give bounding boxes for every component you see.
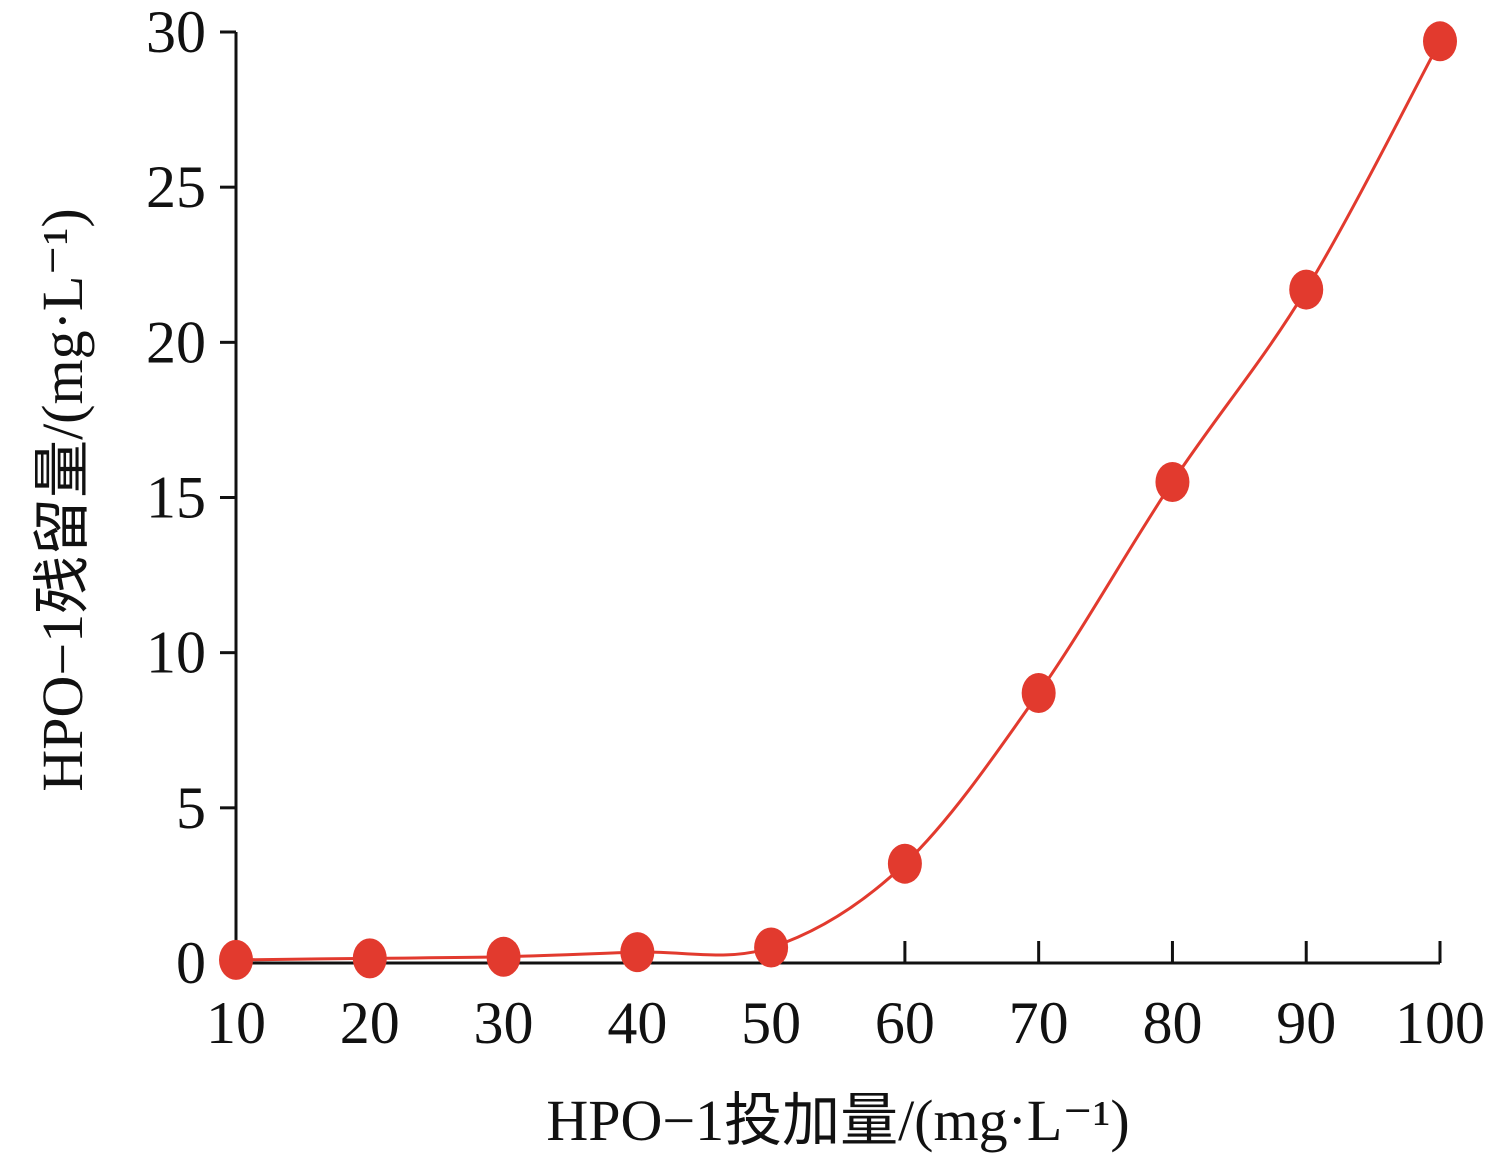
x-axis-title: HPO−1投加量/(mg·L⁻¹) <box>546 1088 1129 1153</box>
x-tick-label: 30 <box>474 990 534 1056</box>
data-point <box>887 843 922 884</box>
data-point <box>219 939 253 980</box>
data-point <box>754 927 789 968</box>
data-point <box>352 938 387 979</box>
data-point <box>1021 673 1056 714</box>
x-tick-label: 60 <box>875 990 935 1056</box>
data-point <box>1423 21 1457 62</box>
x-tick-label: 40 <box>607 990 667 1056</box>
x-tick-label: 80 <box>1142 990 1202 1056</box>
y-axis-title: HPO−1残留量/(mg·L⁻¹) <box>30 208 95 791</box>
axes <box>234 32 1440 965</box>
x-tick-label: 70 <box>1009 990 1069 1056</box>
x-tick-label: 100 <box>1395 990 1485 1056</box>
series-line <box>235 40 1442 962</box>
y-ticks: 0 5 10 15 20 25 30 <box>146 0 236 996</box>
y-tick-label: 25 <box>146 154 206 220</box>
y-tick-label: 0 <box>176 930 206 996</box>
x-tick-label: 50 <box>741 990 801 1056</box>
y-tick-label: 15 <box>146 465 206 531</box>
x-tick-label: 90 <box>1276 990 1336 1056</box>
x-tick-label: 10 <box>206 990 266 1056</box>
x-ticks: 10 20 30 40 50 60 70 80 90 100 <box>206 941 1485 1056</box>
y-tick-label: 5 <box>176 775 206 841</box>
y-tick-label: 20 <box>146 309 206 375</box>
y-tick-label: 30 <box>146 0 206 65</box>
x-tick-label: 20 <box>340 990 400 1056</box>
y-tick-label: 10 <box>146 620 206 686</box>
data-point <box>486 936 521 977</box>
series-group <box>219 21 1457 980</box>
data-point <box>1289 269 1324 310</box>
data-point <box>1155 461 1190 502</box>
data-point <box>620 932 655 973</box>
